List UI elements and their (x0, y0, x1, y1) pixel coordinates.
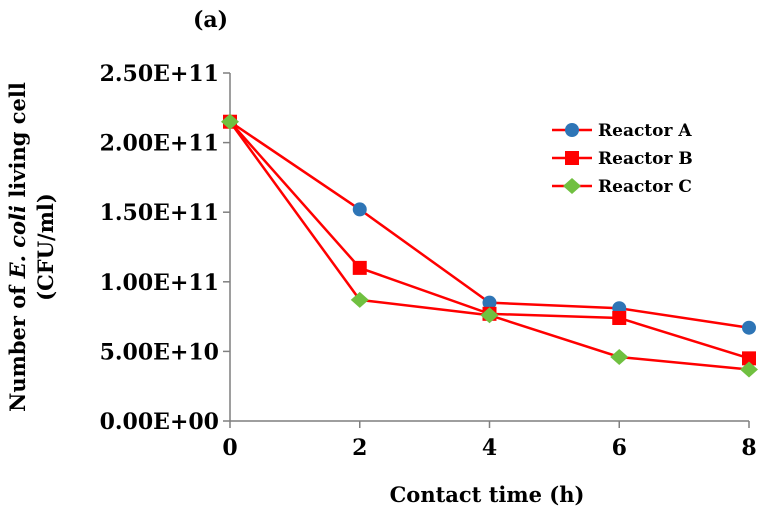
y-tick-label: 1.50E+11 (100, 200, 219, 226)
y-axis-label-post: living cell (5, 82, 30, 205)
y-axis-label-italic: E. coli (5, 205, 30, 279)
y-ticks: 0.00E+00 5.00E+10 1.00E+11 1.50E+11 2.00E+11… (100, 61, 230, 435)
x-tick-label: 6 (612, 435, 627, 461)
legend-label: Reactor C (598, 177, 692, 197)
y-tick-label: 2.00E+11 (100, 131, 219, 157)
legend-label: Reactor B (598, 149, 693, 169)
data-point-series-1 (742, 321, 756, 335)
data-point-series-2 (612, 311, 626, 325)
legend-label: Reactor A (598, 121, 692, 141)
legend-marker (563, 178, 581, 194)
y-tick-label: 2.50E+11 (100, 61, 219, 87)
legend-marker (565, 151, 579, 165)
y-tick-label: 0.00E+00 (100, 409, 219, 435)
y-axis-label: Number of E. coli living cell (CFU/ml) (5, 82, 58, 412)
y-axis-label-pre: Number of (5, 278, 30, 411)
legend-marker (565, 123, 579, 137)
y-tick-label: 1.00E+11 (100, 270, 219, 296)
x-tick-label: 2 (352, 435, 367, 461)
panel-label: (a) (193, 7, 228, 33)
x-tick-label: 0 (222, 435, 237, 461)
data-point-series-2 (353, 261, 367, 275)
x-axis-label: Contact time (h) (390, 482, 585, 507)
y-axis-label-line1: Number of E. coli living cell (5, 82, 30, 412)
data-point-series-3 (610, 349, 628, 365)
x-tick-label: 8 (741, 435, 756, 461)
x-tick-label: 4 (482, 435, 497, 461)
y-axis-label-line2: (CFU/ml) (33, 193, 58, 301)
data-point-series-3 (351, 292, 369, 308)
legend: Reactor A Reactor B Reactor C (552, 121, 693, 197)
x-ticks: 0 2 4 6 8 (222, 421, 756, 461)
y-tick-label: 5.00E+10 (100, 339, 219, 365)
data-point-series-1 (353, 202, 367, 216)
